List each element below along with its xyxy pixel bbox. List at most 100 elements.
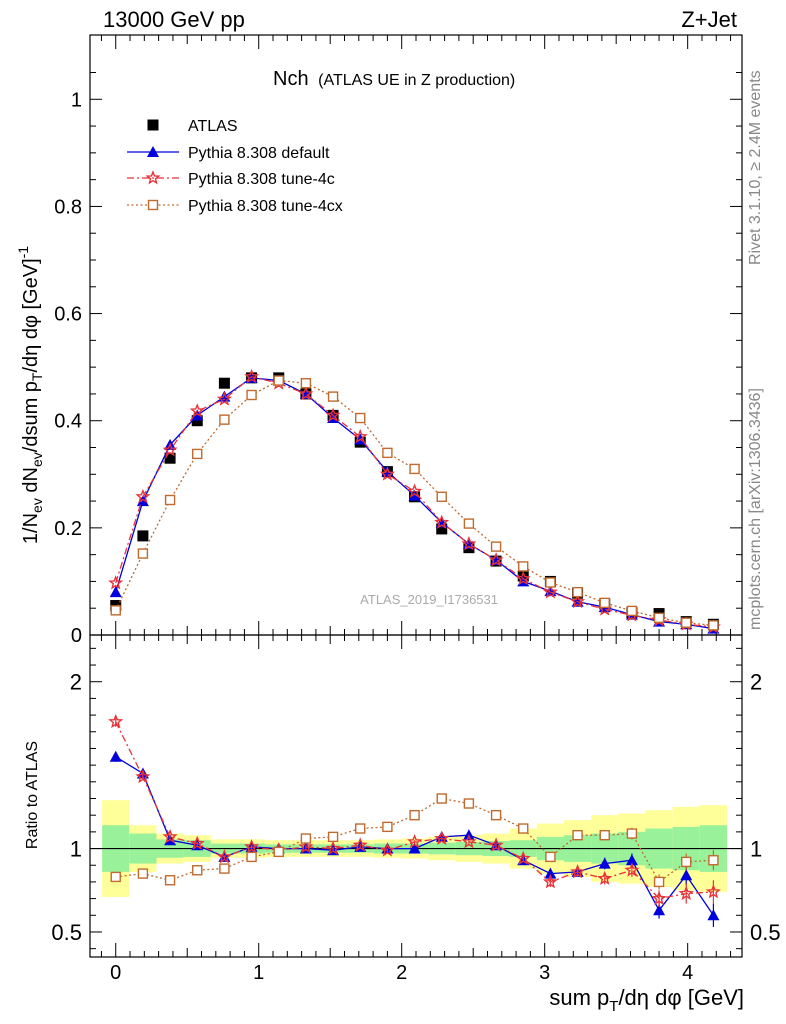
point-default [136,495,149,507]
point-atlas [164,452,176,464]
point-tune4c [162,442,178,457]
point-tune4cx [355,412,366,424]
series-line-tune4cx [115,379,714,627]
ratio-point-tune4c [407,834,423,849]
ratio-ytick-label-right: 1 [750,837,762,862]
ratio-point-default [653,904,666,916]
ratio-point-tune4c [488,837,504,852]
ratio-point-tune4cx [545,851,556,863]
xtick-label: 3 [539,962,550,984]
legend-marker-atlas [147,119,159,131]
ratio-point-tune4c [379,842,395,857]
point-tune4c [461,535,477,551]
ratio-point-tune4cx [599,830,610,841]
series-line-tune4c [115,376,714,628]
point-tune4c [542,584,558,599]
main-ytick-label: 0.8 [54,196,82,218]
ratio-point-default [598,857,611,869]
point-tune4c [298,385,314,401]
point-tune4c [325,407,341,422]
point-default [191,409,204,421]
ratio-ytick-label-right: 0.5 [750,920,781,945]
point-tune4cx [490,541,502,552]
ratio-point-default [680,869,693,881]
point-tune4cx [681,617,692,628]
point-tune4cx [518,561,529,572]
main-ytick-label: 1 [71,89,82,111]
point-tune4cx [626,605,638,617]
point-atlas [218,377,230,389]
point-tune4c [515,570,531,586]
point-tune4cx [219,414,230,425]
ratio-point-tune4c [570,864,586,879]
ratio-point-tune4cx [110,871,121,883]
ratio-frame [89,634,743,958]
header-left: 13000 GeV pp [103,7,245,32]
point-tune4c [189,403,205,418]
point-tune4cx [409,463,420,475]
rivet-label: Rivet 3.1.10, ≥ 2.4M events [747,70,764,265]
legend: ATLAS Pythia 8.308 default Pythia 8.308 tu… [127,118,343,215]
ratio-point-default [707,909,720,921]
ratio-point-tune4cx [355,823,366,834]
ratio-point-tune4c [216,848,232,864]
ratio-point-tune4cx [653,876,665,888]
point-tune4c [488,552,504,567]
point-tune4cx [273,375,284,386]
ratio-ytick-label: 2 [70,670,82,695]
header-right: Z+Jet [681,7,737,32]
series-line-default [115,377,714,630]
legend-marker-tune4c [145,170,161,185]
point-atlas [137,530,149,542]
ratio-point-tune4c [705,883,721,899]
point-tune4cx [463,518,475,529]
point-tune4c [379,466,395,481]
point-tune4c [407,483,423,498]
ratio-point-tune4c [542,873,558,889]
ratio-ylabel: Ratio to ATLAS [24,741,41,849]
ratio-point-tune4cx [137,868,149,879]
point-tune4cx [110,605,121,616]
point-tune4cx [708,620,719,631]
point-tune4cx [327,391,339,402]
point-tune4cx [246,389,257,401]
point-atlas [436,523,448,535]
legend-label-default: Pythia 8.308 default [188,145,330,162]
ratio-point-tune4cx [273,846,284,858]
point-tune4cx [164,494,176,506]
point-tune4cx [137,548,149,559]
ratio-point-default [625,854,638,866]
ratio-ytick-label-right: 2 [750,670,762,695]
ratio-point-tune4c [298,838,314,854]
ratio-point-default [408,842,421,854]
analysis-watermark: ATLAS_2019_I1736531 [360,592,498,607]
main-panel: 0 0.2 0.4 0.6 0.8 1 [54,34,743,647]
ratio-point-tune4cx [518,823,529,834]
legend-marker-tune4cx [147,199,159,211]
main-ytick-label: 0 [71,625,82,647]
ratio-point-tune4c [624,862,640,877]
ratio-point-tune4cx [490,809,502,821]
ratio-point-tune4c [135,768,151,784]
ratio-point-tune4cx [436,793,447,804]
mcplots-label: mcplots.cern.ch [arXiv:1306.3436] [747,388,764,630]
point-tune4c [108,575,124,590]
legend-label-tune4cx: Pythia 8.308 tune-4cx [188,198,343,215]
ratio-point-tune4c [651,890,667,906]
legend-marker-default [147,146,159,157]
point-tune4cx [436,491,447,502]
point-tune4cx [545,577,556,588]
ratio-point-tune4c [678,885,694,901]
ratio-point-tune4c [108,713,124,729]
ratio-point-tune4c [597,870,613,885]
plot-title-main: Nch [273,68,309,90]
point-default [408,489,421,501]
ratio-point-tune4c [162,829,178,844]
plot-title: Nch (ATLAS UE in Z production) [273,68,515,90]
xtick-label: 1 [253,962,264,984]
ratio-point-tune4cx [246,851,257,863]
ratio-point-tune4c [244,839,260,854]
ratio-point-tune4cx [409,809,420,821]
main-ytick-label: 0.6 [54,304,82,326]
